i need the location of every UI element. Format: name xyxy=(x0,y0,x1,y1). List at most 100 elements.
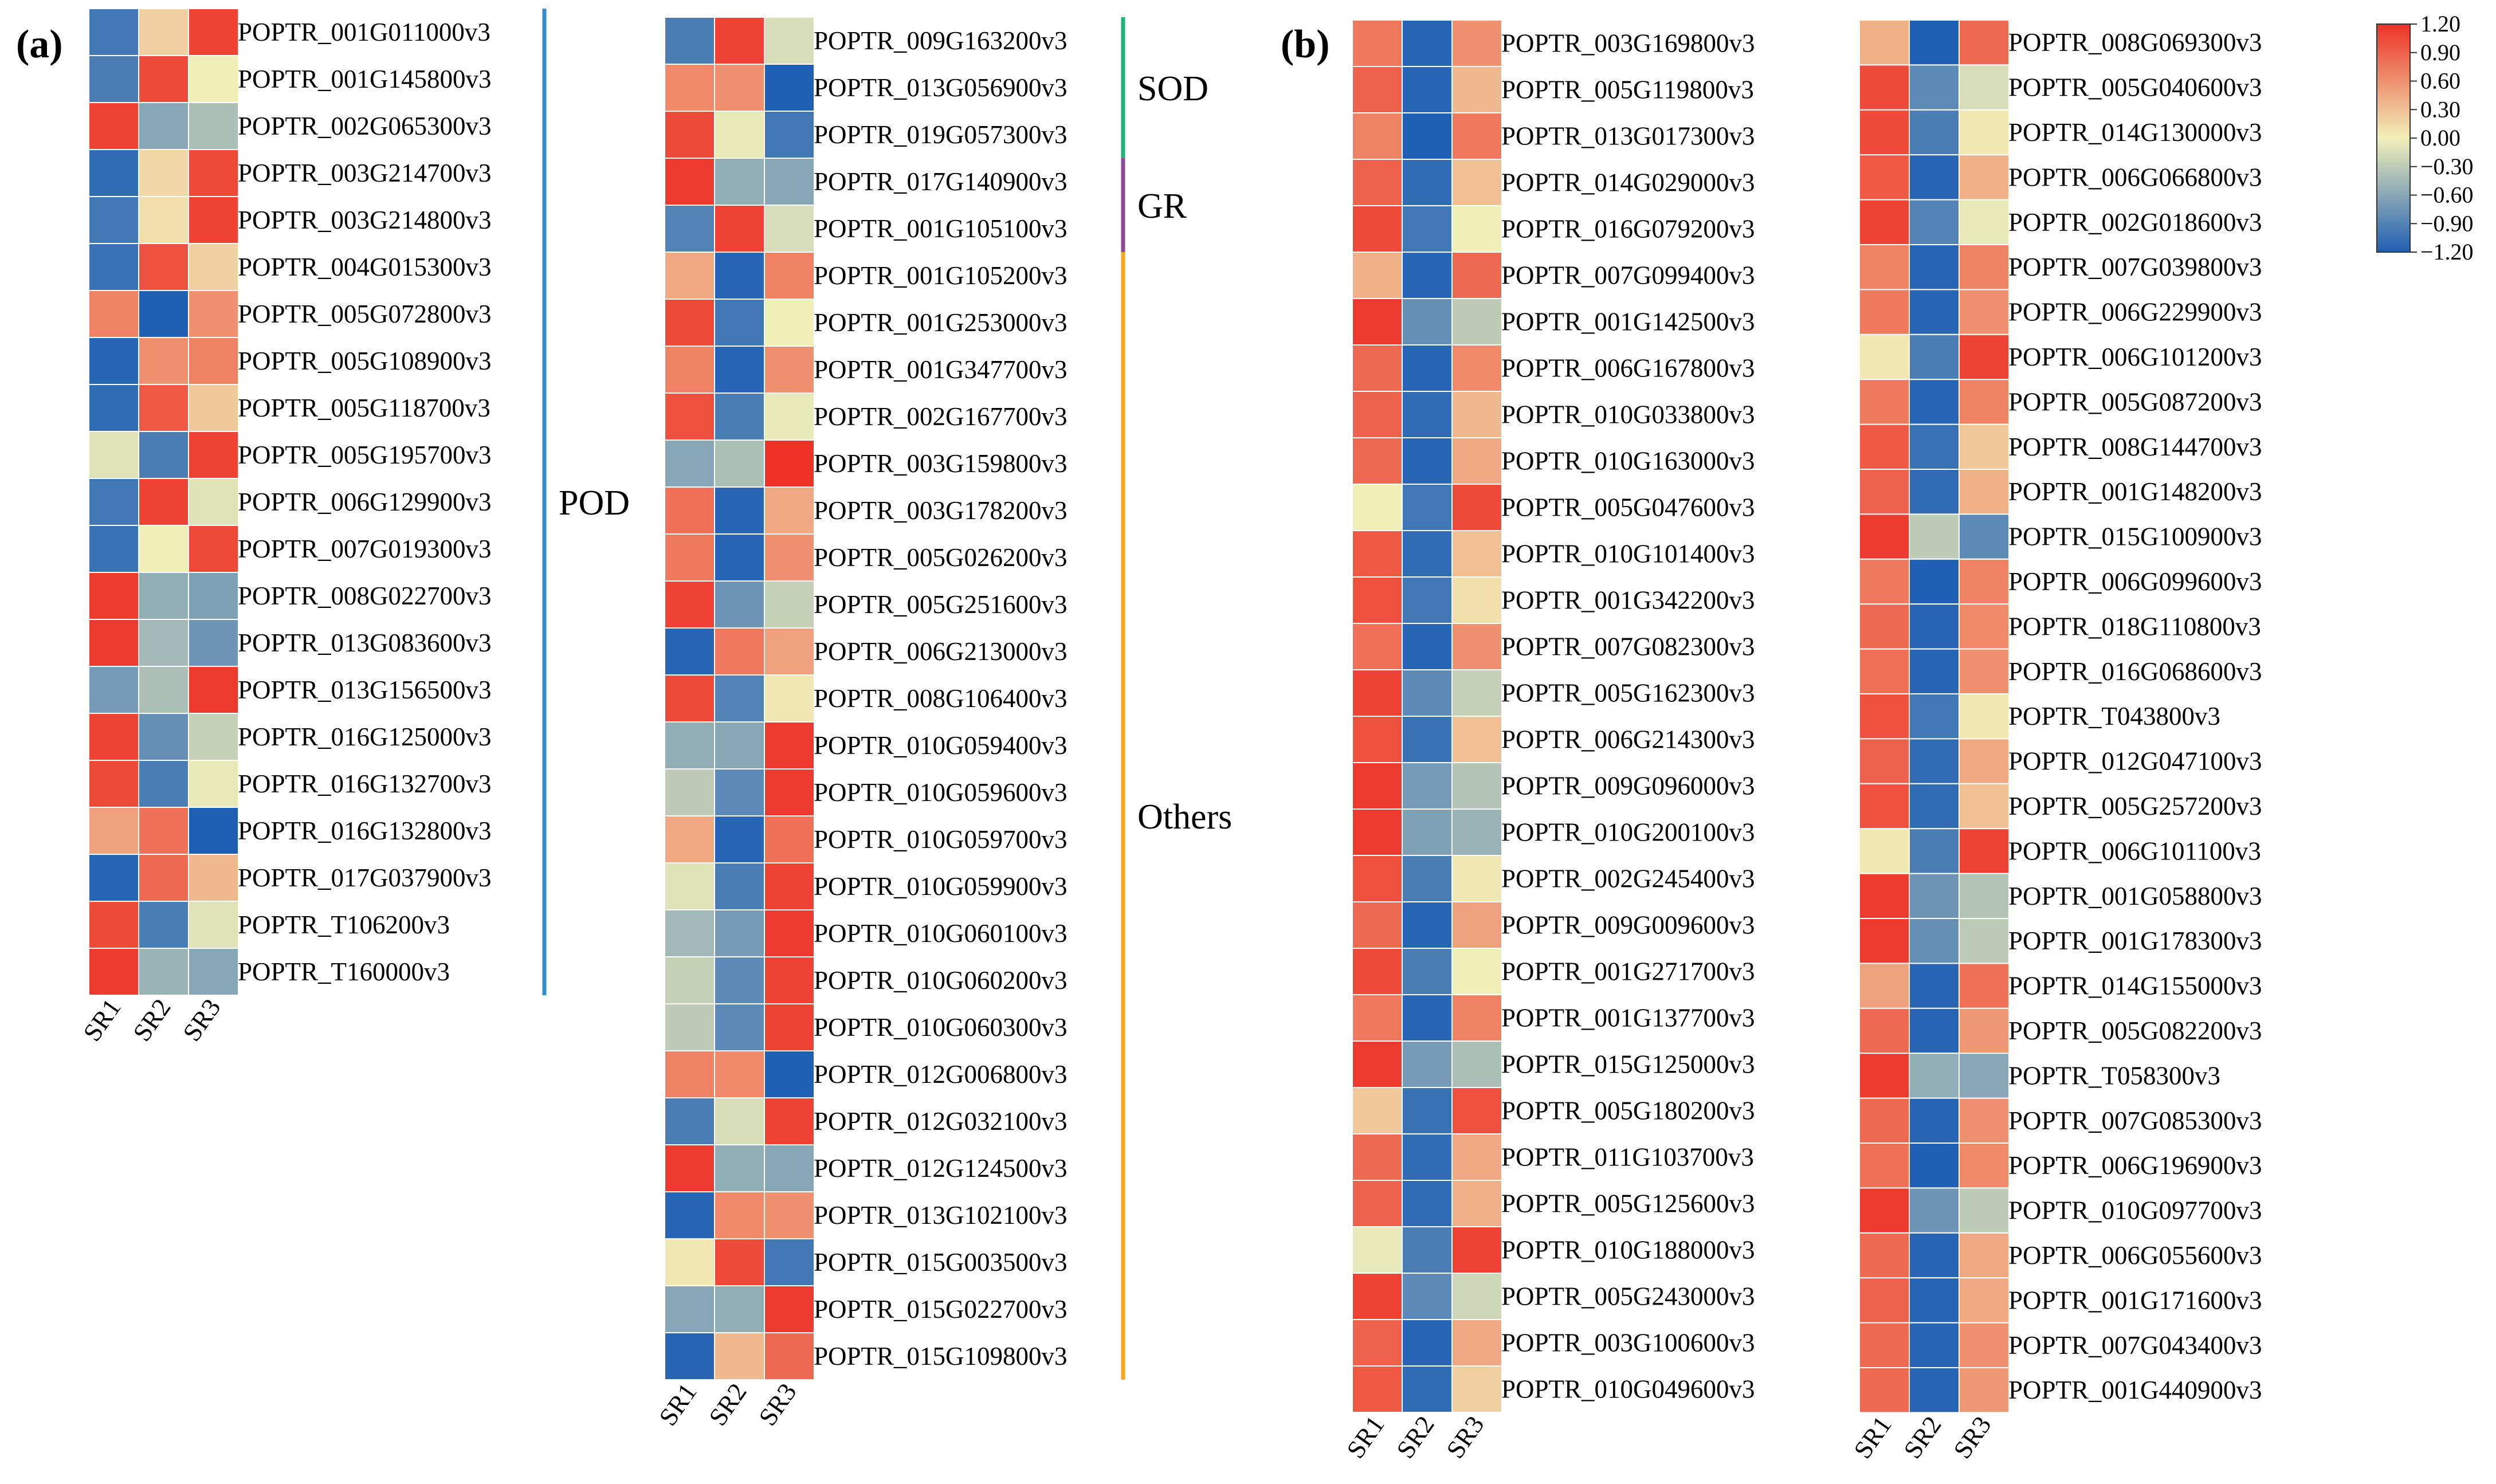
heatmap-cell xyxy=(1352,855,1403,902)
heatmap-cell xyxy=(138,102,189,150)
gene-label: POPTR_006G167800v3 xyxy=(1501,354,1755,383)
heatmap-cell xyxy=(1451,948,1502,995)
heatmap-cell xyxy=(764,392,815,441)
heatmap-cell xyxy=(88,760,139,808)
heatmap-cell xyxy=(88,666,139,714)
heatmap-cell xyxy=(764,956,815,1004)
heatmap-cell xyxy=(1859,783,1910,830)
heatmap-cell xyxy=(138,525,189,573)
heatmap-cell xyxy=(1909,648,1960,694)
gene-label: POPTR_010G060300v3 xyxy=(814,1013,1068,1042)
heatmap-cell xyxy=(1451,437,1502,485)
heatmap-cell xyxy=(1402,19,1453,67)
heatmap-cell xyxy=(664,674,715,723)
heatmap-cell xyxy=(1451,391,1502,438)
heatmap-cell xyxy=(1352,66,1403,113)
gene-label: POPTR_010G097700v3 xyxy=(2008,1196,2262,1225)
gene-label: POPTR_003G214700v3 xyxy=(238,159,492,187)
heatmap-cell xyxy=(1352,576,1403,624)
column-label-sr2: SR2 xyxy=(1898,1411,1946,1463)
heatmap-cell xyxy=(764,627,815,676)
heatmap-cell xyxy=(1352,901,1403,949)
heatmap-cell xyxy=(1352,623,1403,670)
heatmap-cell xyxy=(1402,1041,1453,1088)
heatmap-cell xyxy=(1402,716,1453,763)
heatmap-cell xyxy=(714,17,765,65)
heatmap-cell xyxy=(1451,1226,1502,1274)
heatmap-cell xyxy=(1859,918,1910,964)
heatmap-cell xyxy=(138,243,189,291)
heatmap-cell xyxy=(188,478,239,526)
gene-label: POPTR_010G060200v3 xyxy=(814,966,1068,995)
heatmap-cell xyxy=(1402,1133,1453,1181)
gene-label: POPTR_013G156500v3 xyxy=(238,676,492,704)
heatmap-cell xyxy=(1859,558,1910,605)
column-label-sr3: SR3 xyxy=(753,1378,802,1431)
gene-label: POPTR_005G243000v3 xyxy=(1501,1282,1755,1311)
heatmap-cell xyxy=(188,8,239,56)
heatmap-cell xyxy=(1402,1365,1453,1413)
gene-label: POPTR_001G142500v3 xyxy=(1501,308,1755,336)
color-scale-tick-label: 0.60 xyxy=(2420,68,2460,94)
heatmap-cell xyxy=(1859,828,1910,874)
heatmap-cell xyxy=(1959,289,2010,335)
heatmap-block-4: POPTR_008G069300v3 POPTR_005G040600v3 POPT… xyxy=(1848,19,2262,1464)
gene-label: POPTR_003G100600v3 xyxy=(1501,1329,1755,1357)
heatmap-cell xyxy=(1859,873,1910,919)
heatmap-cell xyxy=(714,158,765,206)
heatmap-cell xyxy=(1909,333,1960,380)
heatmap-block-2: POPTR_009G163200v3 POPTR_013G056900v3 POPT… xyxy=(653,17,1232,1431)
gene-label: POPTR_010G033800v3 xyxy=(1501,401,1755,429)
heatmap-cell xyxy=(1352,530,1403,578)
heatmap-cell xyxy=(1909,289,1960,335)
heatmap-cell xyxy=(1909,1007,1960,1054)
gene-label: POPTR_004G015300v3 xyxy=(238,253,492,281)
gene-label: POPTR_005G040600v3 xyxy=(2008,73,2262,102)
gene-label: POPTR_016G079200v3 xyxy=(1501,215,1755,244)
heatmap-cell xyxy=(88,854,139,902)
heatmap-cell xyxy=(1352,716,1403,763)
heatmap-cell xyxy=(1959,1007,2010,1054)
heatmap-cell xyxy=(1959,1143,2010,1189)
gene-label: POPTR_005G251600v3 xyxy=(814,590,1068,619)
heatmap-cell xyxy=(764,1332,815,1380)
heatmap-cell xyxy=(88,243,139,291)
heatmap-cell xyxy=(1451,66,1502,113)
heatmap-cell xyxy=(664,909,715,957)
heatmap-cell xyxy=(1352,669,1403,717)
heatmap-cell xyxy=(664,721,715,770)
heatmap-cell xyxy=(1402,669,1453,717)
heatmap-cell xyxy=(1959,513,2010,560)
heatmap-cell xyxy=(188,55,239,103)
heatmap-cell xyxy=(1451,623,1502,670)
heatmap-cell xyxy=(664,862,715,910)
gene-label: POPTR_010G163000v3 xyxy=(1501,447,1755,476)
heatmap-cell xyxy=(188,619,239,667)
heatmap-cell xyxy=(1352,437,1403,485)
heatmap-cell xyxy=(1909,918,1960,964)
heatmap-cell xyxy=(138,666,189,714)
gene-label: POPTR_006G229900v3 xyxy=(2008,298,2262,327)
gene-label: POPTR_005G118700v3 xyxy=(238,394,490,422)
heatmap-cell xyxy=(188,243,239,291)
heatmap-cell xyxy=(1909,693,1960,740)
heatmap-cell xyxy=(1859,1322,1910,1369)
heatmap-cell xyxy=(1451,855,1502,902)
gene-label: POPTR_005G180200v3 xyxy=(1501,1097,1755,1125)
heatmap-cell xyxy=(88,149,139,197)
heatmap-cell xyxy=(1402,530,1453,578)
gene-label: POPTR_016G132700v3 xyxy=(238,770,492,798)
gene-label: POPTR_016G125000v3 xyxy=(238,723,492,751)
heatmap-cell xyxy=(1451,808,1502,856)
heatmap-cell xyxy=(664,956,715,1004)
heatmap-cell xyxy=(138,572,189,620)
heatmap-cell xyxy=(1352,484,1403,531)
heatmap-cell xyxy=(764,815,815,863)
heatmap-cell xyxy=(1352,1365,1403,1413)
gene-label: POPTR_001G253000v3 xyxy=(814,308,1068,337)
heatmap-cell xyxy=(1859,1187,1910,1234)
heatmap-cell xyxy=(714,346,765,394)
heatmap-cell xyxy=(188,149,239,197)
heatmap-cell xyxy=(1352,391,1403,438)
heatmap-cell xyxy=(1959,1322,2010,1369)
